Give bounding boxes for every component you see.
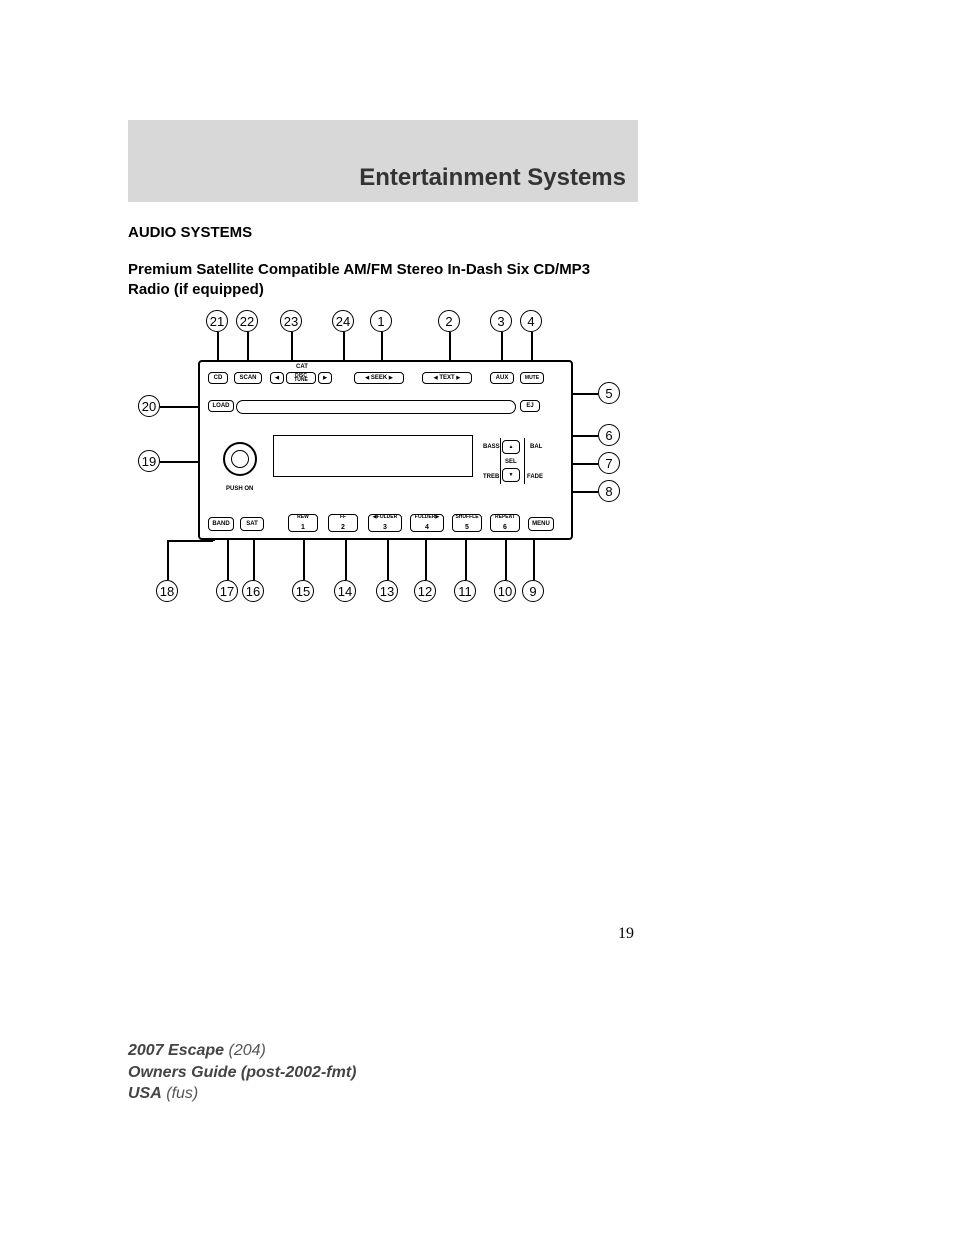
treb-label: TREB xyxy=(483,474,499,480)
callout-24: 24 xyxy=(332,310,354,332)
cd-button: CD xyxy=(208,372,228,384)
sat-button: SAT xyxy=(240,517,264,531)
mute-button: MUTE xyxy=(520,372,544,384)
band-button: BAND xyxy=(208,517,234,531)
leader xyxy=(573,435,598,437)
leader xyxy=(573,491,598,493)
callout-8: 8 xyxy=(598,480,620,502)
text-button: TEXT xyxy=(422,372,472,384)
sel-label: SEL xyxy=(505,459,517,465)
cd-slot xyxy=(236,400,516,414)
preset-5-button: SHUFFLE5 xyxy=(452,514,482,532)
disc-tune-button: DISCTUNE xyxy=(286,372,316,384)
section-heading: AUDIO SYSTEMS xyxy=(128,224,252,241)
up-button xyxy=(502,440,520,454)
callout-19: 19 xyxy=(138,450,160,472)
bal-label: BAL xyxy=(530,444,542,450)
sub-heading: Premium Satellite Compatible AM/FM Stere… xyxy=(128,260,628,301)
bass-label: BASS xyxy=(483,444,500,450)
callout-23: 23 xyxy=(280,310,302,332)
divider xyxy=(500,438,501,484)
callout-7: 7 xyxy=(598,452,620,474)
preset-6-button: REPEAT6 xyxy=(490,514,520,532)
callout-10: 10 xyxy=(494,580,516,602)
leader xyxy=(167,540,213,542)
footer-model: 2007 Escape xyxy=(128,1042,224,1059)
header-band: Entertainment Systems xyxy=(128,120,638,202)
callout-18: 18 xyxy=(156,580,178,602)
volume-knob xyxy=(223,442,257,476)
disc-right-button xyxy=(318,372,332,384)
page-title: Entertainment Systems xyxy=(359,164,626,192)
callout-3: 3 xyxy=(490,310,512,332)
callout-22: 22 xyxy=(236,310,258,332)
callout-11: 11 xyxy=(454,580,476,602)
footer-region: USA xyxy=(128,1085,162,1102)
preset-1-button: REW1 xyxy=(288,514,318,532)
callout-16: 16 xyxy=(242,580,264,602)
leader xyxy=(573,463,598,465)
scan-button: SCAN xyxy=(234,372,262,384)
callout-21: 21 xyxy=(206,310,228,332)
callout-4: 4 xyxy=(520,310,542,332)
leader xyxy=(160,406,198,408)
callout-17: 17 xyxy=(216,580,238,602)
divider xyxy=(524,438,525,484)
leader xyxy=(573,393,598,395)
push-on-label: PUSH ON xyxy=(226,486,253,492)
aux-button: AUX xyxy=(490,372,514,384)
callout-15: 15 xyxy=(292,580,314,602)
radio-diagram: 21 22 23 24 1 2 3 4 5 6 7 8 20 19 18 17 … xyxy=(128,300,638,610)
callout-12: 12 xyxy=(414,580,436,602)
footer-guide: Owners Guide (post-2002-fmt) xyxy=(128,1062,356,1084)
down-button xyxy=(502,468,520,482)
page-number: 19 xyxy=(618,925,634,943)
preset-3-button: ◀FOLDER3 xyxy=(368,514,402,532)
callout-20: 20 xyxy=(138,395,160,417)
eject-button: EJ xyxy=(520,400,540,412)
footer-model-code: (204) xyxy=(229,1042,266,1059)
disc-left-button xyxy=(270,372,284,384)
display-screen xyxy=(273,435,473,477)
preset-2-button: FF2 xyxy=(328,514,358,532)
callout-2: 2 xyxy=(438,310,460,332)
preset-4-button: FOLDER▶4 xyxy=(410,514,444,532)
callout-13: 13 xyxy=(376,580,398,602)
callout-9: 9 xyxy=(522,580,544,602)
footer-region-code: (fus) xyxy=(166,1085,198,1102)
callout-6: 6 xyxy=(598,424,620,446)
cat-label: CAT xyxy=(296,364,308,370)
menu-button: MENU xyxy=(528,517,554,531)
load-button: LOAD xyxy=(208,400,234,412)
callout-14: 14 xyxy=(334,580,356,602)
callout-1: 1 xyxy=(370,310,392,332)
footer: 2007 Escape (204) Owners Guide (post-200… xyxy=(128,1040,356,1105)
fade-label: FADE xyxy=(527,474,543,480)
seek-button: SEEK xyxy=(354,372,404,384)
leader xyxy=(167,540,169,580)
callout-5: 5 xyxy=(598,382,620,404)
